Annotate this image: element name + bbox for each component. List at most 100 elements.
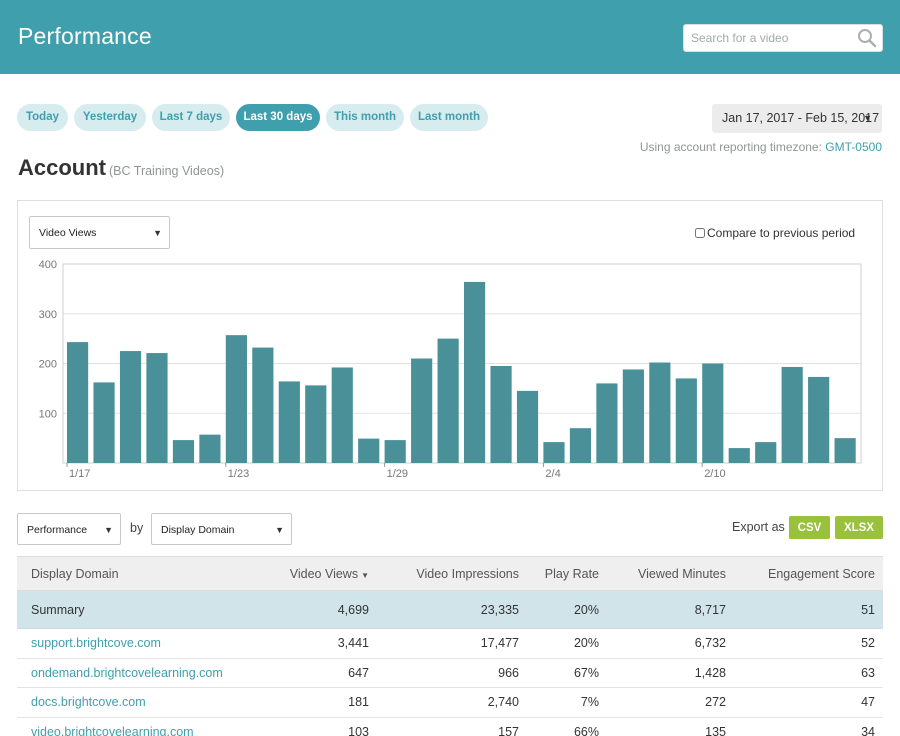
filter-last-7-days[interactable]: Last 7 days [152,104,230,131]
table-row: video.brightcovelearning.com 103 157 66%… [17,717,883,736]
chart-panel: Video Views ▼ Compare to previous period… [17,200,883,491]
table-cell: 20% [527,628,607,659]
table-cell: 3,441 [267,628,377,659]
filter-last-30-days[interactable]: Last 30 days [236,104,320,131]
bar [702,363,724,463]
domain-link[interactable]: ondemand.brightcovelearning.com [17,658,267,688]
bar [305,385,327,463]
date-range-value: Jan 17, 2017 - Feb 15, 2017 [722,111,880,125]
search-icon[interactable] [857,28,877,48]
account-subtitle: (BC Training Videos) [109,164,225,178]
table-cell: 103 [267,717,377,736]
col-play-rate[interactable]: Play Rate [527,556,607,591]
page-title: Performance [18,23,152,49]
group-select[interactable]: Performance ▼ [17,513,121,545]
table-cell: 181 [267,687,377,718]
table-cell: 63 [734,658,883,688]
summary-label: Summary [17,590,267,629]
dimension-select[interactable]: Display Domain ▼ [151,513,292,545]
col-engagement-score[interactable]: Engagement Score [734,556,883,591]
y-tick-label: 200 [39,359,57,371]
chevron-down-icon: ▼ [863,113,872,123]
search-input[interactable] [684,25,849,51]
filter-yesterday[interactable]: Yesterday [74,104,146,131]
bar [93,382,115,463]
bar [649,362,671,463]
table-cell: 6,732 [607,628,734,659]
filter-today[interactable]: Today [17,104,68,131]
bar [808,376,830,463]
bar [622,369,644,463]
compare-checkbox[interactable] [695,228,705,238]
bar [331,367,353,463]
compare-label: Compare to previous period [707,226,856,240]
table-cell: 66% [527,717,607,736]
table-cell: 157 [377,717,527,736]
timezone-link[interactable]: GMT-0500 [825,140,882,154]
sort-desc-icon: ▼ [361,570,369,580]
bar [543,442,565,463]
col-display-domain[interactable]: Display Domain [17,556,267,591]
bar [119,351,142,463]
x-tick-label: 1/23 [228,468,249,480]
bar [384,440,406,463]
search-box[interactable] [683,24,883,52]
bar [252,347,274,463]
summary-cell: 8,717 [607,590,734,629]
table-cell: 67% [527,658,607,688]
table-row: support.brightcove.com 3,441 17,477 20% … [17,628,883,659]
group-select-value: Performance [27,524,88,536]
bar [834,438,856,463]
bar [675,378,697,463]
bar [728,448,750,463]
table-cell: 52 [734,628,883,659]
bar [146,353,168,463]
export-xlsx-button[interactable]: XLSX [835,516,883,539]
y-tick-label: 400 [39,259,57,271]
table-cell: 2,740 [377,687,527,718]
chevron-down-icon: ▼ [153,228,162,238]
metric-select[interactable]: Video Views ▼ [29,216,170,249]
x-tick-label: 2/4 [545,468,560,480]
filter-this-month[interactable]: This month [326,104,404,131]
bar [490,365,512,463]
table-cell: 272 [607,687,734,718]
domain-link[interactable]: support.brightcove.com [17,628,267,659]
dimension-select-value: Display Domain [161,524,235,536]
app-header: Performance [0,0,900,74]
summary-cell: 23,335 [377,590,527,629]
date-range-picker[interactable]: Jan 17, 2017 - Feb 15, 2017 ▼ [712,104,882,133]
x-tick-label: 1/17 [69,468,90,480]
table-cell: 966 [377,658,527,688]
metric-select-value: Video Views [39,227,97,239]
filter-last-month[interactable]: Last month [410,104,488,131]
export-csv-button[interactable]: CSV [789,516,830,539]
timezone-note: Using account reporting timezone: GMT-05… [640,140,882,154]
summary-row: Summary 4,699 23,335 20% 8,717 51 [17,590,883,629]
bar [755,442,777,463]
col-viewed-minutes[interactable]: Viewed Minutes [607,556,734,591]
x-tick-label: 1/29 [387,468,408,480]
bar [199,434,221,463]
plot-frame [62,263,862,464]
bar [781,366,803,463]
bar [278,381,300,463]
table-cell: 34 [734,717,883,736]
col-video-views[interactable]: Video Views ▼ [267,556,377,591]
summary-cell: 20% [527,590,607,629]
export-label: Export as [732,520,785,534]
compare-toggle[interactable]: Compare to previous period [695,226,855,240]
bar [437,338,459,463]
table-cell: 17,477 [377,628,527,659]
x-tick-label: 2/10 [704,468,725,480]
domain-link[interactable]: docs.brightcove.com [17,687,267,718]
by-label: by [130,521,144,535]
table-cell: 135 [607,717,734,736]
domain-link[interactable]: video.brightcovelearning.com [17,717,267,736]
bar [464,281,486,463]
bar-chart: 100 200 300 400 1/17 1/23 1/29 2/4 2/10 [39,259,862,480]
table-cell: 1,428 [607,658,734,688]
summary-cell: 4,699 [267,590,377,629]
col-video-impressions[interactable]: Video Impressions [377,556,527,591]
chevron-down-icon: ▼ [275,525,284,535]
